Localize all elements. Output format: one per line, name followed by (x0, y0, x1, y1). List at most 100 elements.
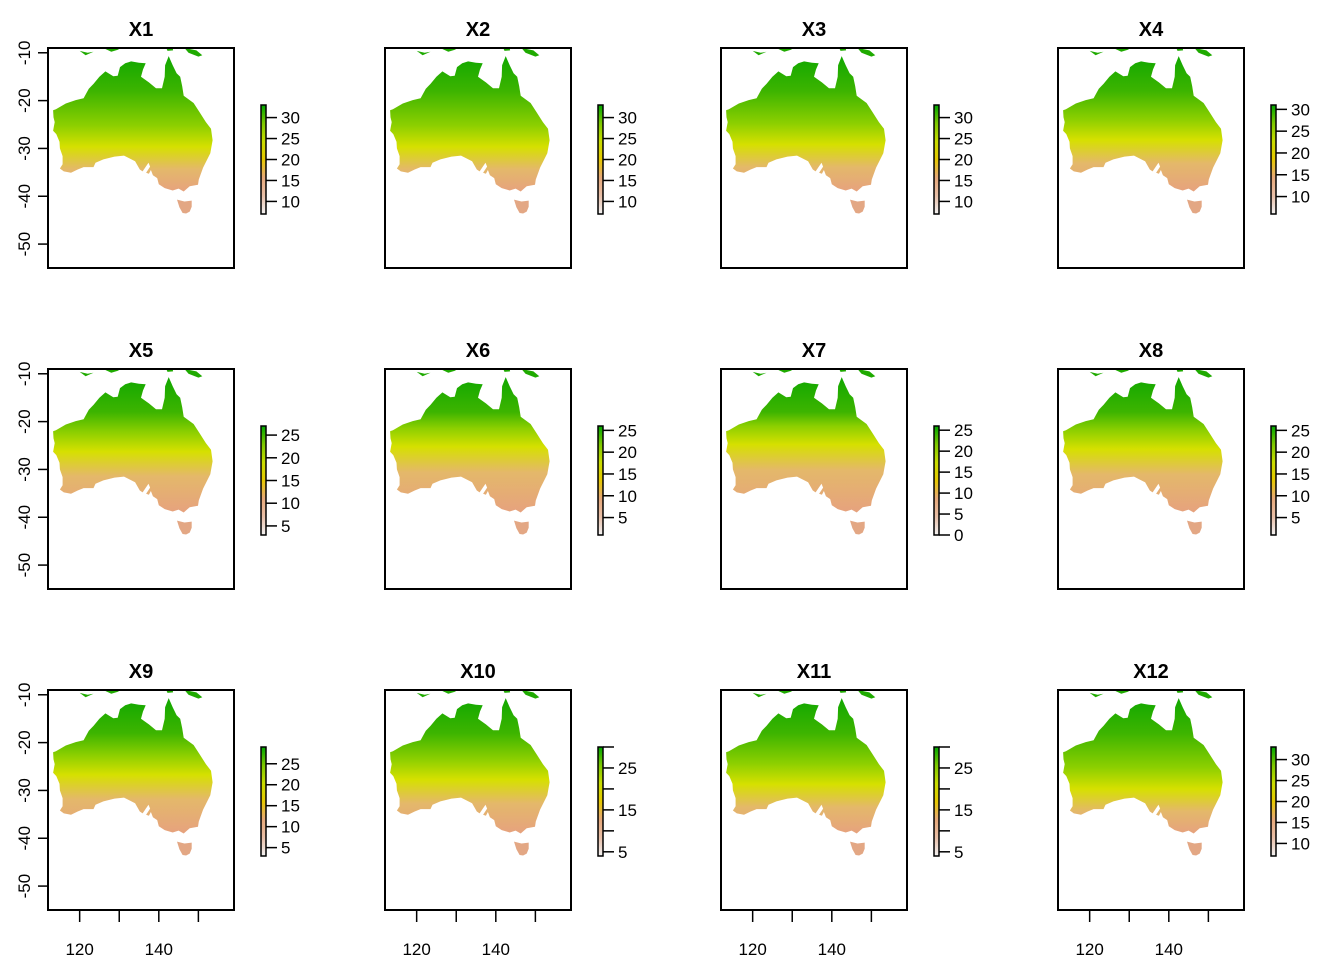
island-raster (1089, 371, 1104, 377)
raster-layer (53, 690, 213, 856)
colorbar-tick-label: 25 (618, 130, 637, 149)
colorbar-tick-label: 15 (618, 171, 637, 190)
raster-layer (390, 48, 550, 214)
colorbar-tick-label: 25 (1291, 772, 1310, 791)
plot-frame (1057, 368, 1245, 590)
colorbar-tick-label: 5 (954, 505, 963, 524)
raster-layer (1063, 48, 1223, 214)
colorbar-tick-label: 25 (1291, 122, 1310, 141)
colorbar-ramp (933, 104, 940, 215)
plot-frame (720, 368, 908, 590)
colorbar-tick-label: 5 (281, 517, 290, 536)
raster-layer (1063, 690, 1223, 856)
y-tick-label: -30 (15, 457, 34, 482)
map-panel-x4: X4 10 15 20 25 30 (1057, 19, 1310, 269)
island-raster (184, 690, 203, 699)
tasmania-raster (850, 841, 865, 856)
colorbar-ramp (260, 425, 267, 536)
colorbar-ramp (1270, 104, 1277, 215)
island-raster (1194, 48, 1213, 57)
colorbar-tick-label: 5 (1291, 509, 1300, 528)
colorbar-ramp (597, 746, 604, 857)
land-group (726, 690, 886, 856)
mainland-raster (726, 56, 886, 192)
island-raster (416, 371, 431, 377)
island-raster (521, 690, 540, 699)
land-group (390, 369, 550, 535)
colorbar-tick-label: 10 (1291, 834, 1310, 853)
colorbar-tick-label: 20 (281, 776, 300, 795)
colorbar-tick-label: 15 (281, 797, 300, 816)
tasmania-raster (514, 841, 529, 856)
colorbar-tick-label: 20 (954, 442, 973, 461)
island-raster (752, 371, 767, 377)
island-raster (857, 48, 876, 57)
mainland-raster (390, 377, 550, 513)
island-raster (1194, 369, 1213, 378)
y-tick-label: -20 (15, 730, 34, 755)
land-group (1063, 369, 1223, 535)
tasmania-raster (177, 520, 192, 535)
panel-title: X10 (460, 661, 496, 683)
colorbar-tick-label: 25 (954, 421, 973, 440)
panel-title: X4 (1139, 19, 1164, 41)
colorbar-tick-label: 15 (618, 801, 637, 820)
x-tick-label: 120 (65, 940, 93, 959)
mainland-raster (1063, 377, 1223, 513)
mainland-raster (390, 56, 550, 192)
island-raster (416, 692, 431, 698)
island-raster (521, 369, 540, 378)
land-group (390, 690, 550, 856)
colorbar-tick-label: 15 (1291, 813, 1310, 832)
plot-frame (384, 47, 572, 269)
colorbar-tick-label: 20 (1291, 144, 1310, 163)
mainland-raster (1063, 56, 1223, 192)
tasmania-raster (850, 520, 865, 535)
y-tick-label: -10 (15, 40, 34, 65)
colorbar-tick-label: 10 (281, 818, 300, 837)
colorbar-tick-label: 15 (618, 465, 637, 484)
mainland-raster (390, 698, 550, 834)
island-raster (79, 692, 94, 698)
land-group (53, 48, 213, 214)
colorbar: 0 5 10 15 20 25 (933, 421, 973, 545)
y-tick-label: -30 (15, 778, 34, 803)
mainland-raster (726, 377, 886, 513)
colorbar-tick-label: 15 (954, 171, 973, 190)
plot-frame (1057, 689, 1245, 911)
raster-layer (1063, 369, 1223, 535)
colorbar-tick-label: 10 (281, 192, 300, 211)
tasmania-raster (177, 199, 192, 214)
colorbar: 5 15 25 (597, 746, 637, 862)
raster-layer (390, 690, 550, 856)
colorbar-tick-label: 10 (954, 484, 973, 503)
tasmania-raster (514, 520, 529, 535)
colorbar-tick-label: 10 (618, 192, 637, 211)
island-raster (1089, 50, 1104, 56)
map-panel-x7: X7 0 5 10 15 20 25 (720, 340, 973, 590)
land-group (1063, 690, 1223, 856)
mainland-raster (53, 698, 213, 834)
colorbar-tick-label: 15 (954, 801, 973, 820)
y-tick-label: -50 (15, 232, 34, 257)
colorbar-ramp (260, 104, 267, 215)
mainland-raster (53, 377, 213, 513)
panel-title: X5 (129, 340, 153, 362)
colorbar-tick-label: 30 (618, 109, 637, 128)
colorbar-tick-label: 15 (1291, 166, 1310, 185)
raster-layer (726, 48, 886, 214)
colorbar-ramp (933, 746, 940, 857)
plot-frame (1057, 47, 1245, 269)
map-panel-x6: X6 5 10 15 20 25 (384, 340, 637, 590)
colorbar-tick-label: 30 (1291, 100, 1310, 119)
colorbar-tick-label: 0 (954, 526, 963, 545)
colorbar: 5 10 15 20 25 (260, 425, 300, 536)
panel-title: X3 (802, 19, 826, 41)
mainland-raster (53, 56, 213, 192)
